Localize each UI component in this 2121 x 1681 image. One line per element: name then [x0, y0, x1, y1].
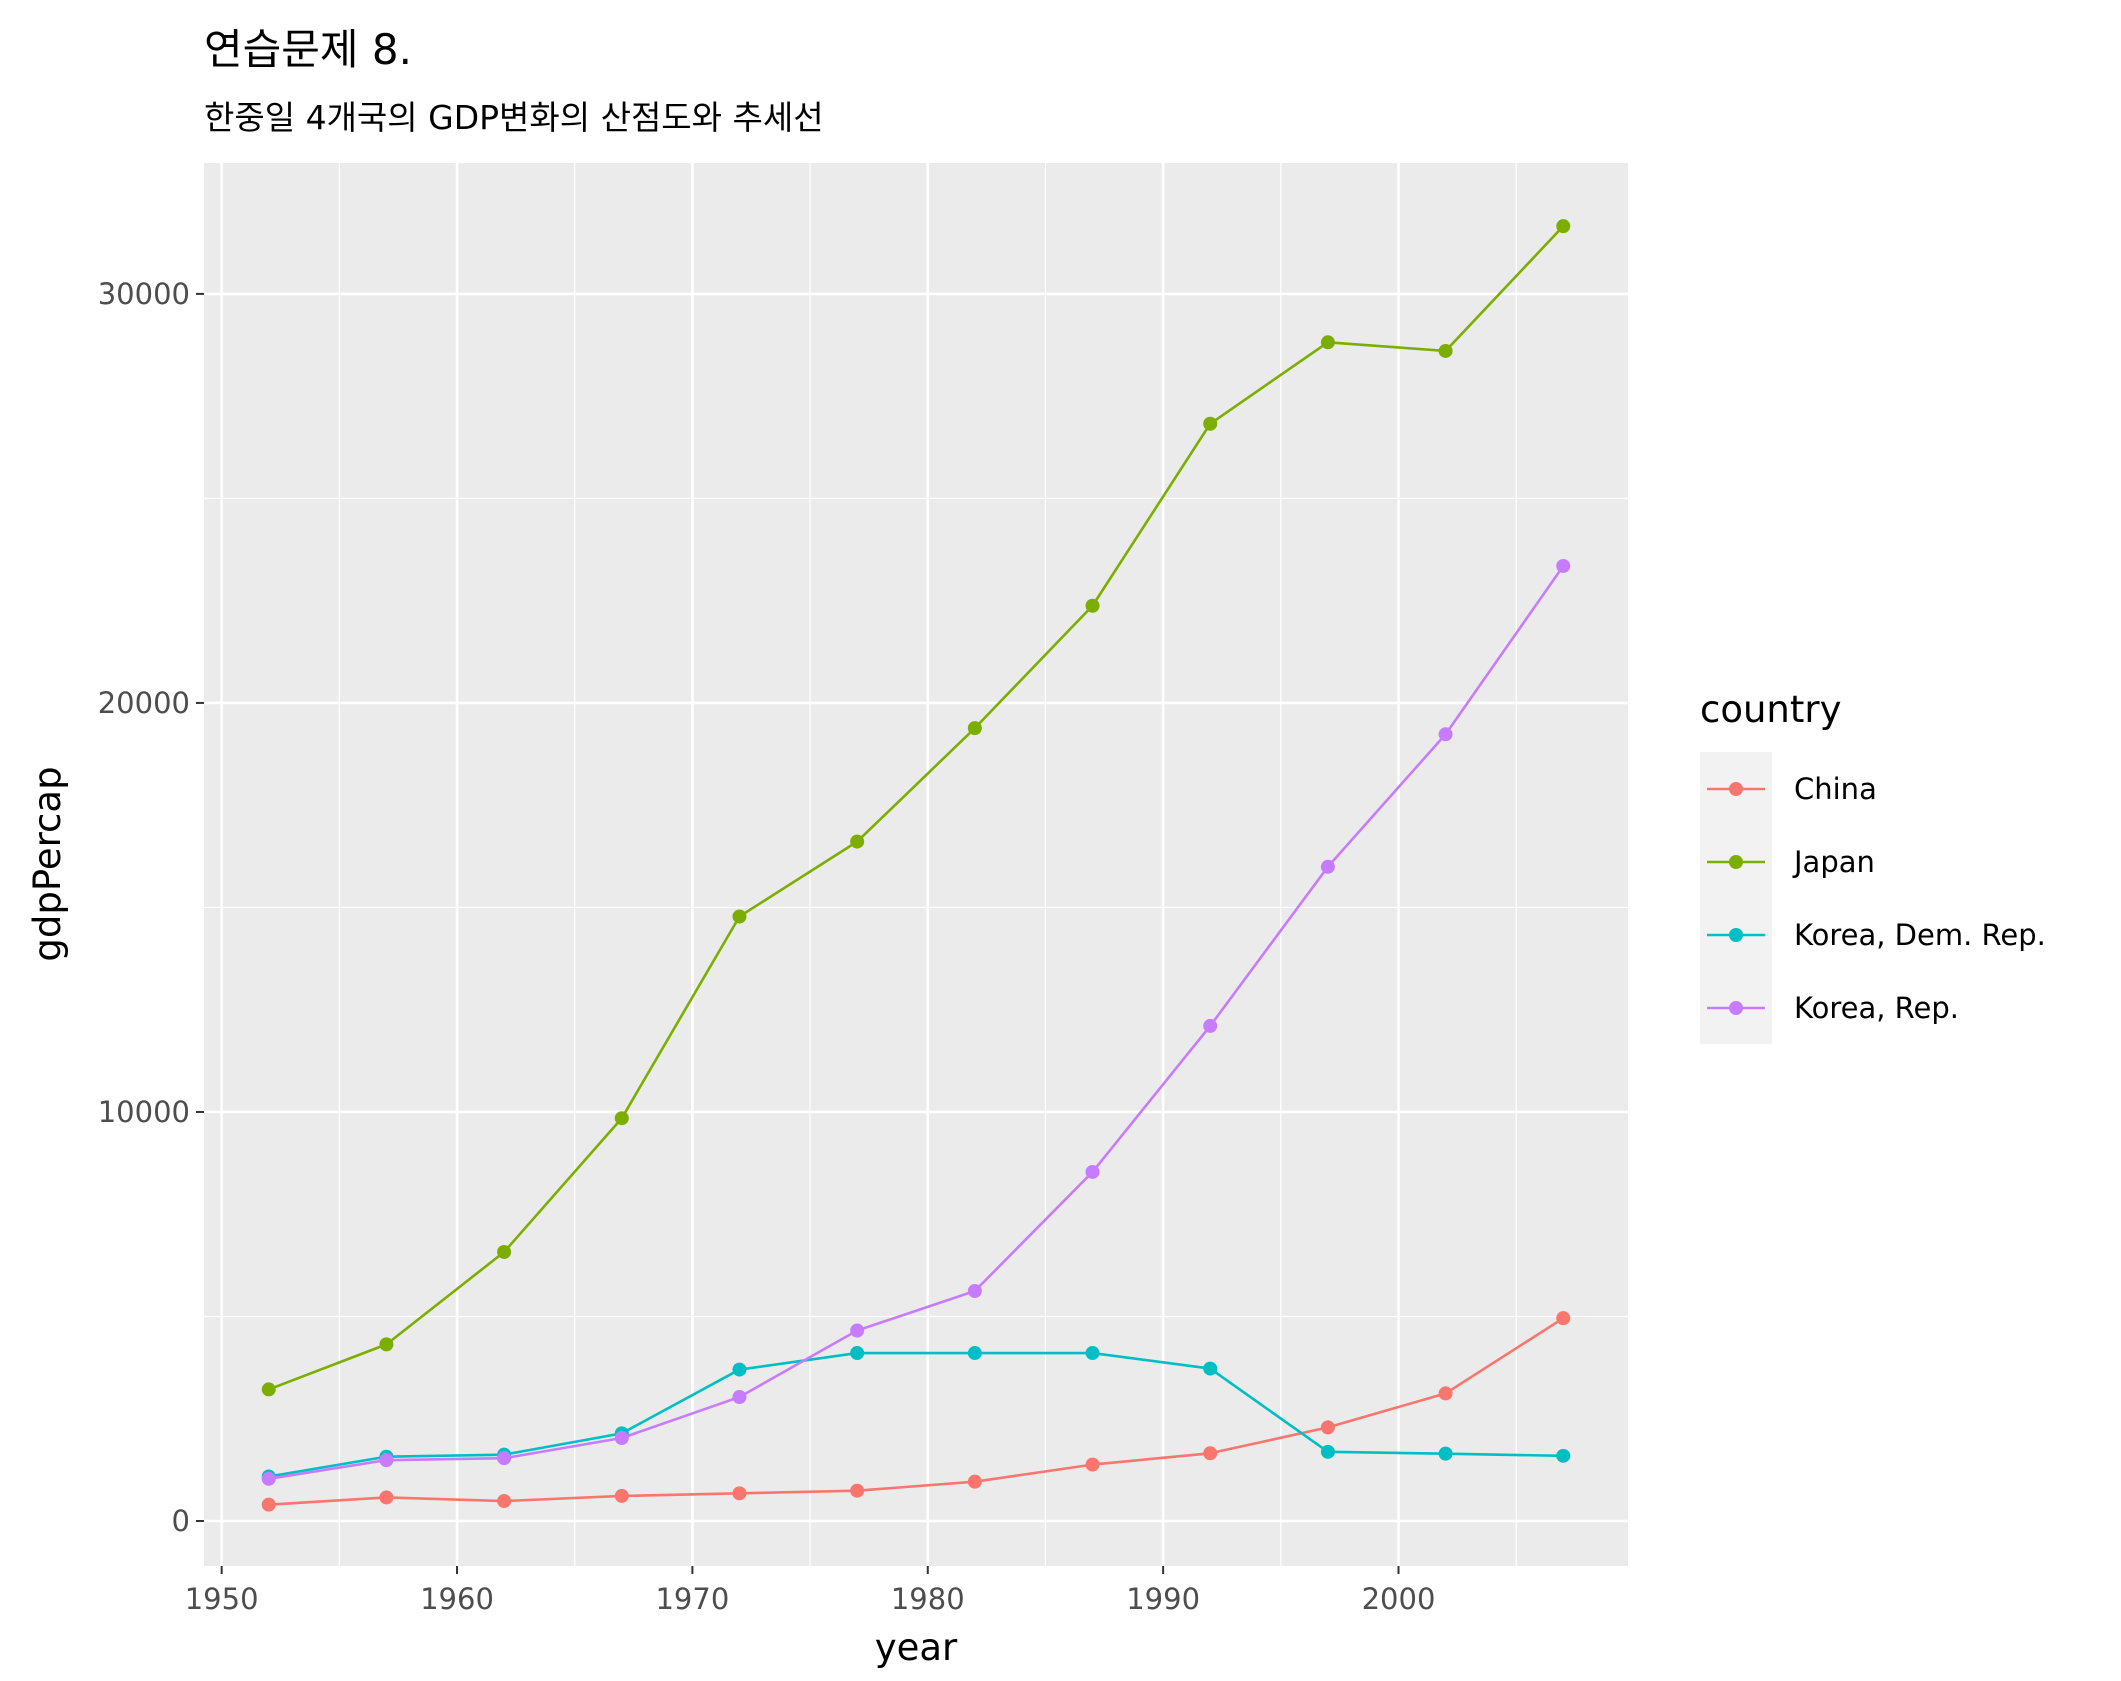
data-point — [497, 1451, 512, 1466]
data-point — [261, 1471, 276, 1486]
chart-subtitle: 한중일 4개국의 GDP변화의 산점도와 추세선 — [204, 98, 824, 137]
y-tick-label: 30000 — [98, 277, 190, 311]
data-point — [1438, 1446, 1453, 1461]
x-axis-title: year — [875, 1626, 958, 1669]
data-point — [614, 1431, 629, 1446]
data-point — [967, 721, 982, 736]
data-point — [1438, 727, 1453, 742]
data-point — [614, 1488, 629, 1503]
y-axis-title: gdpPercap — [26, 766, 69, 961]
y-tick-label: 20000 — [98, 686, 190, 720]
chart-title: 연습문제 8. — [204, 25, 412, 74]
data-point — [967, 1474, 982, 1489]
legend-key-point — [1729, 855, 1743, 869]
x-tick-label: 1960 — [420, 1582, 494, 1616]
data-point — [732, 909, 747, 924]
legend-key-point — [1729, 782, 1743, 796]
data-point — [1556, 558, 1571, 573]
legend-label: Korea, Dem. Rep. — [1794, 918, 2046, 952]
data-point — [261, 1382, 276, 1397]
legend-key-point — [1729, 1001, 1743, 1015]
data-point — [1556, 1311, 1571, 1326]
legend-key-background — [1700, 752, 1772, 1044]
data-point — [497, 1244, 512, 1259]
series-line — [268, 1317, 1564, 1506]
data-point — [732, 1362, 747, 1377]
data-point — [379, 1490, 394, 1505]
plot-panel — [204, 163, 1628, 1566]
legend: China Japan Korea, Dem. Rep. Korea, Rep. — [1707, 772, 2046, 1025]
legend-label: Japan — [1792, 845, 1875, 879]
data-point — [1320, 1420, 1335, 1435]
series-line — [268, 1351, 1564, 1478]
x-tick-label: 2000 — [1362, 1582, 1436, 1616]
x-tick-label: 1980 — [891, 1582, 965, 1616]
data-point — [1203, 1446, 1218, 1461]
data-point — [1085, 598, 1100, 613]
data-point — [850, 1323, 865, 1338]
data-point — [850, 1346, 865, 1361]
data-point — [1320, 859, 1335, 874]
data-point — [379, 1453, 394, 1468]
legend-key-point — [1729, 928, 1743, 942]
legend-label: China — [1794, 772, 1877, 806]
y-tick-label: 10000 — [98, 1095, 190, 1129]
y-tick-label: 0 — [172, 1504, 190, 1538]
data-point — [1320, 1444, 1335, 1459]
data-point — [379, 1337, 394, 1352]
data-point — [1556, 1448, 1571, 1463]
series-layer — [261, 219, 1571, 1512]
data-point — [261, 1497, 276, 1512]
data-point — [1438, 1386, 1453, 1401]
data-point — [967, 1284, 982, 1299]
data-point — [497, 1494, 512, 1509]
data-point — [850, 834, 865, 849]
legend-label: Korea, Rep. — [1794, 991, 1959, 1025]
data-point — [1556, 219, 1571, 234]
x-tick-label: 1990 — [1126, 1582, 1200, 1616]
x-tick-label: 1950 — [185, 1582, 259, 1616]
data-point — [1085, 1164, 1100, 1179]
data-point — [850, 1483, 865, 1498]
data-point — [967, 1346, 982, 1361]
x-tick-label: 1970 — [655, 1582, 729, 1616]
data-point — [1203, 416, 1218, 431]
data-point — [732, 1486, 747, 1501]
series-line — [268, 565, 1565, 1481]
gridlines — [204, 163, 1628, 1566]
data-point — [1085, 1346, 1100, 1361]
data-point — [1438, 343, 1453, 358]
data-point — [614, 1111, 629, 1126]
data-point — [732, 1390, 747, 1405]
series-line — [268, 225, 1565, 1391]
data-point — [1320, 335, 1335, 350]
data-point — [1203, 1018, 1218, 1033]
data-point — [1085, 1457, 1100, 1472]
legend-title: country — [1700, 688, 1842, 731]
data-point — [1203, 1361, 1218, 1376]
